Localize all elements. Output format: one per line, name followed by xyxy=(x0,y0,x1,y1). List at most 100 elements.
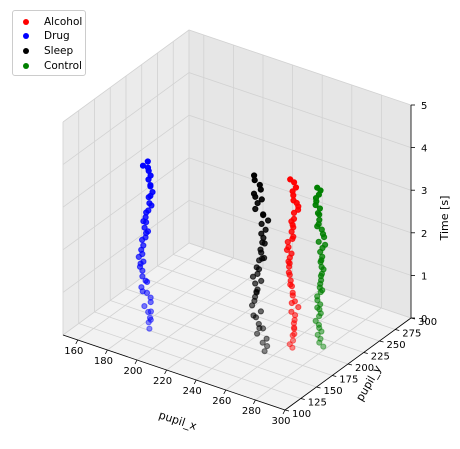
point-sleep xyxy=(253,264,260,271)
x-tick-label: 240 xyxy=(183,386,202,397)
y-tick-mark xyxy=(316,386,321,389)
x-axis-label: pupil_x xyxy=(157,408,199,433)
point-drug xyxy=(146,314,154,321)
legend-label-alcohol: Alcohol xyxy=(44,16,83,28)
point-control xyxy=(315,238,322,245)
data-points xyxy=(135,158,329,355)
point-alcohol xyxy=(285,269,292,276)
legend-item-alcohol: Alcohol xyxy=(13,15,85,29)
point-sleep xyxy=(258,220,265,227)
point-control xyxy=(317,301,324,308)
point-drug xyxy=(145,207,152,214)
y-tick-label: 100 xyxy=(292,409,311,420)
x-tick-label: 260 xyxy=(212,396,231,407)
point-alcohol xyxy=(291,330,298,337)
point-alcohol xyxy=(290,233,297,240)
point-sleep xyxy=(256,181,263,189)
point-alcohol xyxy=(289,344,296,351)
point-sleep xyxy=(261,240,268,247)
point-alcohol xyxy=(287,277,294,284)
point-drug xyxy=(147,316,154,323)
point-alcohol xyxy=(286,341,293,348)
point-sleep xyxy=(265,217,272,224)
legend: Alcohol Drug Sleep Control xyxy=(12,10,86,76)
point-control xyxy=(317,335,324,342)
point-drug xyxy=(147,308,154,315)
legend-item-sleep: Sleep xyxy=(13,44,85,58)
point-drug xyxy=(146,325,153,332)
y-tick-mark xyxy=(332,375,337,377)
y-tick-label: 150 xyxy=(324,386,343,397)
point-control xyxy=(316,216,323,223)
x-tick-label: 160 xyxy=(64,346,83,357)
point-control xyxy=(318,226,325,233)
y-tick-label: 125 xyxy=(308,398,327,409)
x-tick-mark xyxy=(253,399,256,405)
point-control xyxy=(318,263,325,271)
point-alcohol xyxy=(290,197,297,204)
point-alcohol xyxy=(289,337,297,344)
point-alcohol xyxy=(288,308,295,315)
point-drug xyxy=(138,284,145,291)
legend-item-drug: Drug xyxy=(13,29,85,43)
point-sleep xyxy=(254,286,261,293)
z-tick-label: 1 xyxy=(421,271,427,282)
x-tick-mark xyxy=(282,409,286,415)
point-alcohol xyxy=(289,289,296,296)
x-tick-mark xyxy=(75,339,79,345)
y-tick-mark xyxy=(379,340,384,343)
point-sleep xyxy=(252,280,259,287)
series-sleep xyxy=(249,172,272,355)
point-drug xyxy=(139,273,146,280)
point-drug xyxy=(140,258,147,265)
legend-label-control: Control xyxy=(44,60,82,72)
point-control xyxy=(316,339,323,346)
point-sleep xyxy=(257,308,264,315)
legend-label-drug: Drug xyxy=(44,30,70,42)
point-sleep xyxy=(252,205,259,213)
point-drug xyxy=(141,224,148,231)
z-grid-line xyxy=(62,72,412,165)
point-sleep xyxy=(264,343,271,350)
point-alcohol xyxy=(291,298,298,305)
y-tick-mark xyxy=(347,363,353,366)
point-control xyxy=(314,293,321,300)
point-drug xyxy=(144,158,151,165)
point-drug xyxy=(146,200,153,207)
x-tick-label: 220 xyxy=(153,376,172,387)
series-alcohol xyxy=(283,176,302,351)
point-sleep xyxy=(254,330,261,337)
point-control xyxy=(315,321,322,328)
z-grid-line xyxy=(62,199,412,293)
point-drug xyxy=(147,294,154,301)
y-tick-label: 225 xyxy=(371,352,390,363)
point-drug xyxy=(144,228,152,235)
point-alcohol xyxy=(288,250,295,257)
z-grid-line xyxy=(62,157,412,251)
point-drug xyxy=(141,303,148,310)
legend-item-control: Control xyxy=(13,59,85,73)
z-tick-label: 3 xyxy=(421,186,427,197)
y-tick-label: 200 xyxy=(355,363,374,374)
point-sleep xyxy=(260,211,267,218)
x-tick-mark xyxy=(134,359,138,365)
y-tick-mark xyxy=(363,352,368,354)
y-tick-label: 275 xyxy=(402,329,421,340)
point-sleep xyxy=(261,348,268,355)
point-drug xyxy=(140,242,147,249)
point-drug xyxy=(145,319,152,326)
z-tick-label: 4 xyxy=(421,144,427,155)
tick-labels: 1601802002202402602803001001251501752002… xyxy=(64,101,437,427)
point-drug xyxy=(147,182,154,189)
series-drug xyxy=(135,158,156,332)
point-drug xyxy=(142,277,149,284)
z-grid-line xyxy=(62,114,412,208)
legend-label-sleep: Sleep xyxy=(44,45,74,57)
point-control xyxy=(314,331,321,338)
point-sleep xyxy=(255,320,262,328)
z-axis-label: Time [s] xyxy=(438,196,451,242)
y-tick-label: 300 xyxy=(418,317,437,328)
y-tick-mark xyxy=(284,409,290,412)
x-tick-label: 300 xyxy=(271,416,290,427)
